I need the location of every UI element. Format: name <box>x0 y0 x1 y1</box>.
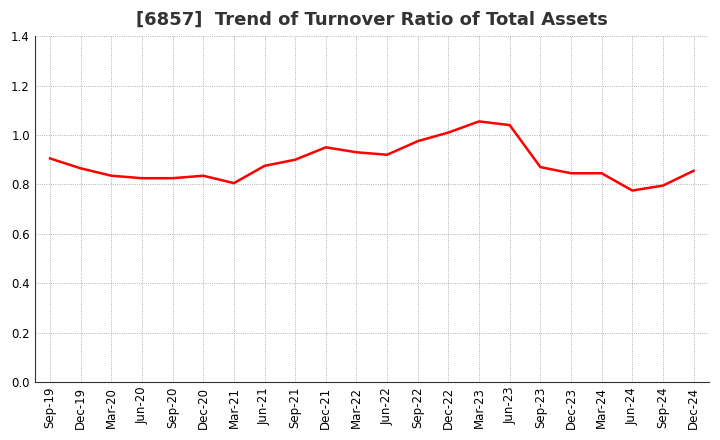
Title: [6857]  Trend of Turnover Ratio of Total Assets: [6857] Trend of Turnover Ratio of Total … <box>136 11 608 29</box>
